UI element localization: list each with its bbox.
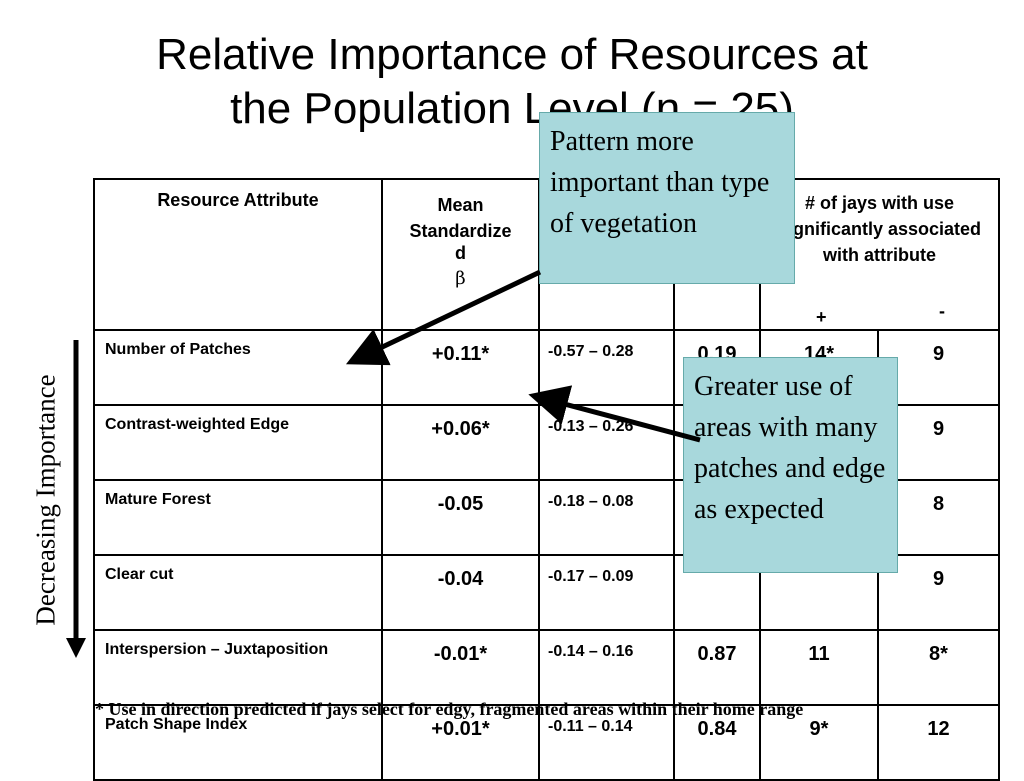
cell-attribute: Clear cut (93, 554, 383, 631)
importance-arrow-head (66, 638, 86, 658)
cell-positive: 11 (759, 629, 879, 706)
title-line-1: Relative Importance of Resources at (156, 30, 868, 79)
header-jays-text: # of jays with use significantly associa… (777, 193, 982, 265)
table-row: Clear cut -0.04 -0.17 – 0.09 9 (93, 554, 1000, 631)
cell-p: 0.87 (673, 629, 761, 706)
slide-title: Relative Importance of Resources at the … (0, 28, 1024, 136)
header-resource-attribute: Resource Attribute (93, 178, 383, 331)
header-mean-line-1: Mean (437, 195, 484, 215)
callout-greater-use: Greater use of areas with many patches a… (683, 357, 898, 573)
header-minus: - (939, 301, 945, 321)
cell-attribute: Interspersion – Juxtaposition (93, 629, 383, 706)
header-mean-line-2: Standardize (409, 221, 512, 241)
cell-mean: +0.06* (381, 404, 540, 481)
arrow-to-contrast-edge (528, 385, 701, 443)
cell-ci: -0.18 – 0.08 (538, 479, 675, 556)
cell-negative: 8* (877, 629, 1000, 706)
cell-mean: -0.04 (381, 554, 540, 631)
cell-attribute: Mature Forest (93, 479, 383, 556)
arrow-to-number-of-patches (345, 269, 542, 366)
cell-mean: -0.01* (381, 629, 540, 706)
header-mean-beta: Mean Standardize d β (381, 178, 540, 331)
callout-pattern-importance: Pattern more important than type of vege… (539, 112, 795, 284)
cell-attribute: Number of Patches (93, 329, 383, 406)
header-plus: + (816, 307, 827, 327)
cell-ci: -0.17 – 0.09 (538, 554, 675, 631)
header-beta-symbol: β (455, 268, 466, 289)
cell-mean: -0.05 (381, 479, 540, 556)
header-mean-line-3: d (455, 243, 466, 263)
cell-attribute: Contrast-weighted Edge (93, 404, 383, 481)
header-jays-count: # of jays with use significantly associa… (759, 178, 1000, 331)
cell-ci: -0.57 – 0.28 (538, 329, 675, 406)
cell-mean: +0.11* (381, 329, 540, 406)
table-row: Interspersion – Juxtaposition -0.01* -0.… (93, 629, 1000, 706)
footnote: * Use in direction predicted if jays sel… (95, 699, 804, 719)
cell-ci: -0.14 – 0.16 (538, 629, 675, 706)
decreasing-importance-label: Decreasing Importance (30, 374, 61, 626)
